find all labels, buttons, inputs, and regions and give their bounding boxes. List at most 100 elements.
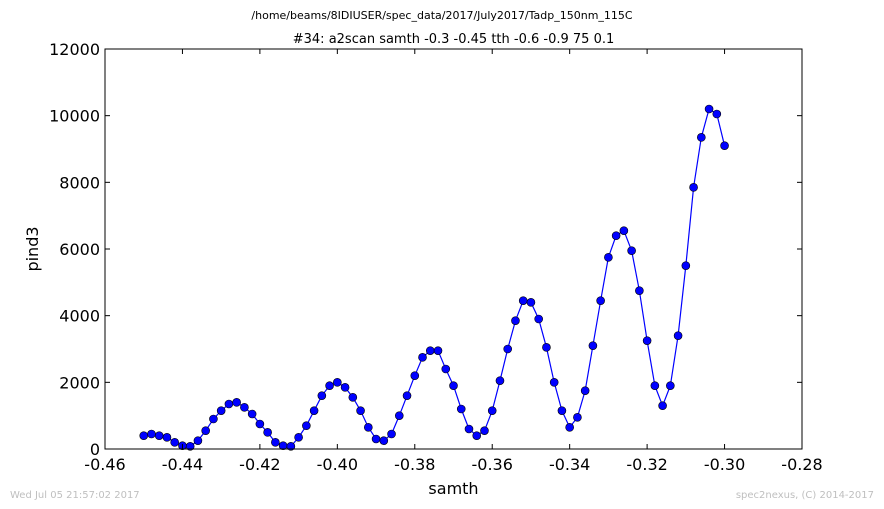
data-point bbox=[518, 296, 528, 305]
data-point bbox=[232, 398, 241, 407]
data-point bbox=[216, 406, 226, 415]
data-point bbox=[573, 413, 582, 422]
y-tick-label: 2000 bbox=[59, 373, 100, 392]
data-point bbox=[394, 411, 404, 420]
x-axis-label: samth bbox=[428, 479, 478, 498]
data-point bbox=[185, 442, 195, 451]
data-point bbox=[673, 331, 683, 340]
data-point bbox=[201, 426, 210, 435]
data-point bbox=[371, 434, 381, 444]
data-point bbox=[255, 419, 265, 429]
y-tick-label: 4000 bbox=[59, 307, 100, 326]
data-point bbox=[325, 381, 334, 390]
data-point bbox=[224, 399, 234, 409]
data-point bbox=[464, 424, 474, 434]
data-point bbox=[154, 431, 164, 440]
data-point bbox=[658, 401, 667, 410]
data-point bbox=[588, 341, 598, 350]
series-line bbox=[143, 108, 726, 447]
y-tick-label: 8000 bbox=[59, 173, 100, 192]
data-point bbox=[487, 406, 497, 415]
data-point bbox=[240, 403, 249, 412]
data-point bbox=[193, 436, 203, 445]
data-point bbox=[340, 383, 350, 392]
data-point bbox=[503, 344, 513, 354]
data-point bbox=[247, 409, 257, 419]
data-point bbox=[480, 426, 489, 435]
data-point bbox=[557, 406, 567, 415]
y-tick-label: 12000 bbox=[49, 40, 100, 59]
y-tick-label: 10000 bbox=[49, 107, 100, 126]
chart-suptitle: /home/beams/8IDIUSER/spec_data/2017/July… bbox=[251, 9, 633, 22]
y-tick-label: 0 bbox=[90, 440, 100, 459]
data-point bbox=[170, 438, 179, 447]
data-point bbox=[666, 381, 675, 390]
x-tick-label: -0.44 bbox=[162, 455, 203, 474]
data-point bbox=[534, 314, 543, 324]
data-point bbox=[425, 346, 435, 355]
x-tick-label: -0.42 bbox=[239, 455, 280, 474]
data-point bbox=[263, 428, 272, 437]
data-point bbox=[162, 433, 172, 442]
series-layer bbox=[139, 104, 729, 451]
data-point bbox=[456, 404, 466, 414]
footer-timestamp: Wed Jul 05 21:57:02 2017 bbox=[10, 490, 140, 501]
data-point bbox=[549, 378, 559, 387]
x-axis: -0.46 -0.44 -0.42 -0.40 -0.38 -0.36 -0.34 -0.32… bbox=[84, 49, 823, 474]
data-point bbox=[441, 364, 451, 374]
data-point bbox=[627, 246, 636, 255]
data-point bbox=[271, 438, 280, 447]
y-tick-label: 6000 bbox=[59, 240, 100, 259]
data-point bbox=[604, 253, 613, 262]
data-point bbox=[387, 429, 396, 439]
data-point bbox=[147, 429, 156, 439]
data-point bbox=[402, 391, 412, 400]
x-tick-label: -0.32 bbox=[626, 455, 667, 474]
data-point bbox=[302, 421, 311, 430]
data-point bbox=[697, 133, 706, 142]
data-point bbox=[704, 104, 714, 114]
data-point bbox=[650, 381, 660, 390]
data-point bbox=[596, 296, 605, 305]
data-point bbox=[681, 261, 691, 270]
x-tick-label: -0.38 bbox=[394, 455, 435, 474]
data-point bbox=[565, 423, 574, 432]
data-point bbox=[619, 226, 629, 235]
data-point bbox=[712, 109, 722, 119]
x-tick-label: -0.30 bbox=[704, 455, 745, 474]
data-point bbox=[410, 371, 420, 380]
data-point bbox=[418, 353, 427, 362]
footer-credit: spec2nexus, (C) 2014-2017 bbox=[735, 490, 874, 501]
data-point bbox=[635, 286, 644, 295]
data-point bbox=[309, 406, 319, 415]
data-point bbox=[278, 441, 288, 450]
x-tick-label: -0.46 bbox=[84, 455, 125, 474]
x-tick-label: -0.36 bbox=[472, 455, 513, 474]
data-point bbox=[511, 316, 520, 325]
data-point bbox=[379, 436, 389, 445]
data-point bbox=[286, 442, 296, 451]
data-point bbox=[542, 343, 551, 352]
data-point bbox=[472, 431, 482, 440]
data-point bbox=[689, 183, 698, 192]
y-axis-label: pind3 bbox=[23, 226, 42, 271]
data-point bbox=[209, 414, 218, 424]
y-axis: 0 2000 4000 6000 8000 10000 12000 bbox=[49, 40, 802, 459]
data-point bbox=[356, 406, 365, 415]
x-tick-label: -0.40 bbox=[317, 455, 358, 474]
data-point bbox=[580, 386, 590, 395]
data-point bbox=[333, 378, 342, 387]
data-point bbox=[611, 231, 621, 240]
data-point bbox=[526, 298, 536, 307]
x-tick-label: -0.28 bbox=[781, 455, 822, 474]
data-point bbox=[348, 393, 358, 402]
data-point bbox=[449, 381, 458, 390]
data-point bbox=[364, 423, 373, 432]
data-point bbox=[294, 433, 303, 442]
data-point bbox=[495, 376, 505, 385]
data-point bbox=[317, 391, 327, 400]
data-point bbox=[139, 431, 149, 440]
x-tick-label: -0.34 bbox=[549, 455, 590, 474]
data-point bbox=[642, 336, 652, 345]
